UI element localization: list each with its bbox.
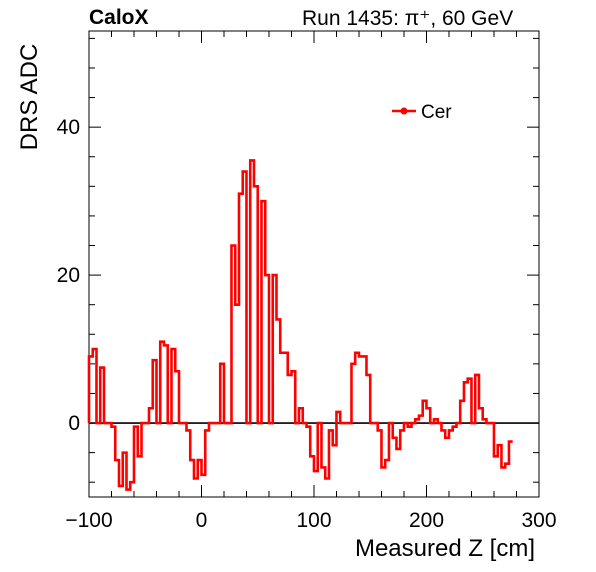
run-info-label: Run 1435: π⁺, 60 GeV	[302, 7, 514, 30]
x-tick-label: 300	[521, 509, 556, 532]
x-tick-label: 100	[296, 509, 331, 532]
x-axis-title: Measured Z [cm]	[354, 535, 535, 562]
series-cer-histogram	[87, 159, 513, 491]
x-tick-label: 0	[196, 509, 208, 532]
x-tick-label: 200	[409, 509, 444, 532]
y-tick-label: 40	[57, 116, 80, 139]
plot-frame	[88, 30, 540, 498]
legend-marker-cer	[400, 107, 408, 115]
x-tick-label: −100	[65, 509, 112, 532]
experiment-label: CaloX	[89, 6, 149, 29]
legend-label-cer: Cer	[421, 102, 452, 123]
y-tick-label: 20	[57, 264, 80, 287]
y-tick-label: 0	[68, 412, 80, 435]
